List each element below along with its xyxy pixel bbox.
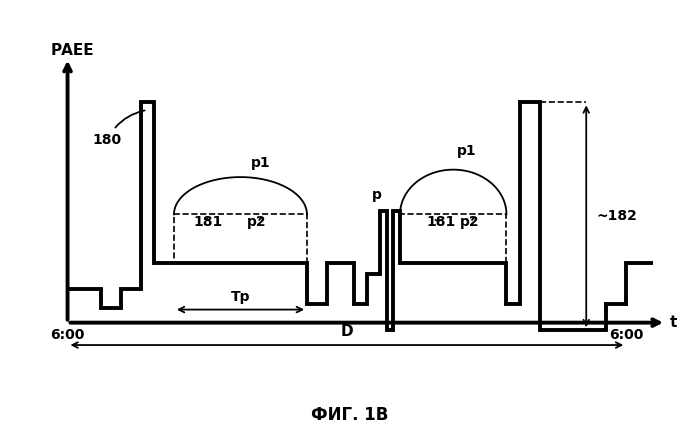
Text: ФИГ. 1В: ФИГ. 1В — [312, 406, 388, 424]
Text: 181: 181 — [194, 214, 223, 229]
Text: p2: p2 — [247, 214, 267, 229]
Text: 181: 181 — [427, 214, 456, 229]
Text: p1: p1 — [456, 145, 477, 158]
Text: t: t — [669, 315, 677, 330]
Text: 6:00: 6:00 — [609, 328, 643, 342]
Text: Тр: Тр — [231, 290, 250, 304]
Text: 6:00: 6:00 — [50, 328, 85, 342]
Text: p: p — [372, 188, 382, 202]
Bar — [174, 214, 307, 263]
Text: 180: 180 — [93, 110, 145, 146]
Text: РАЕЕ: РАЕЕ — [51, 43, 94, 57]
Text: p2: p2 — [460, 214, 480, 229]
Text: p1: p1 — [251, 156, 270, 169]
Bar — [400, 214, 507, 263]
Text: ~182: ~182 — [596, 209, 637, 223]
Text: D: D — [340, 324, 354, 339]
